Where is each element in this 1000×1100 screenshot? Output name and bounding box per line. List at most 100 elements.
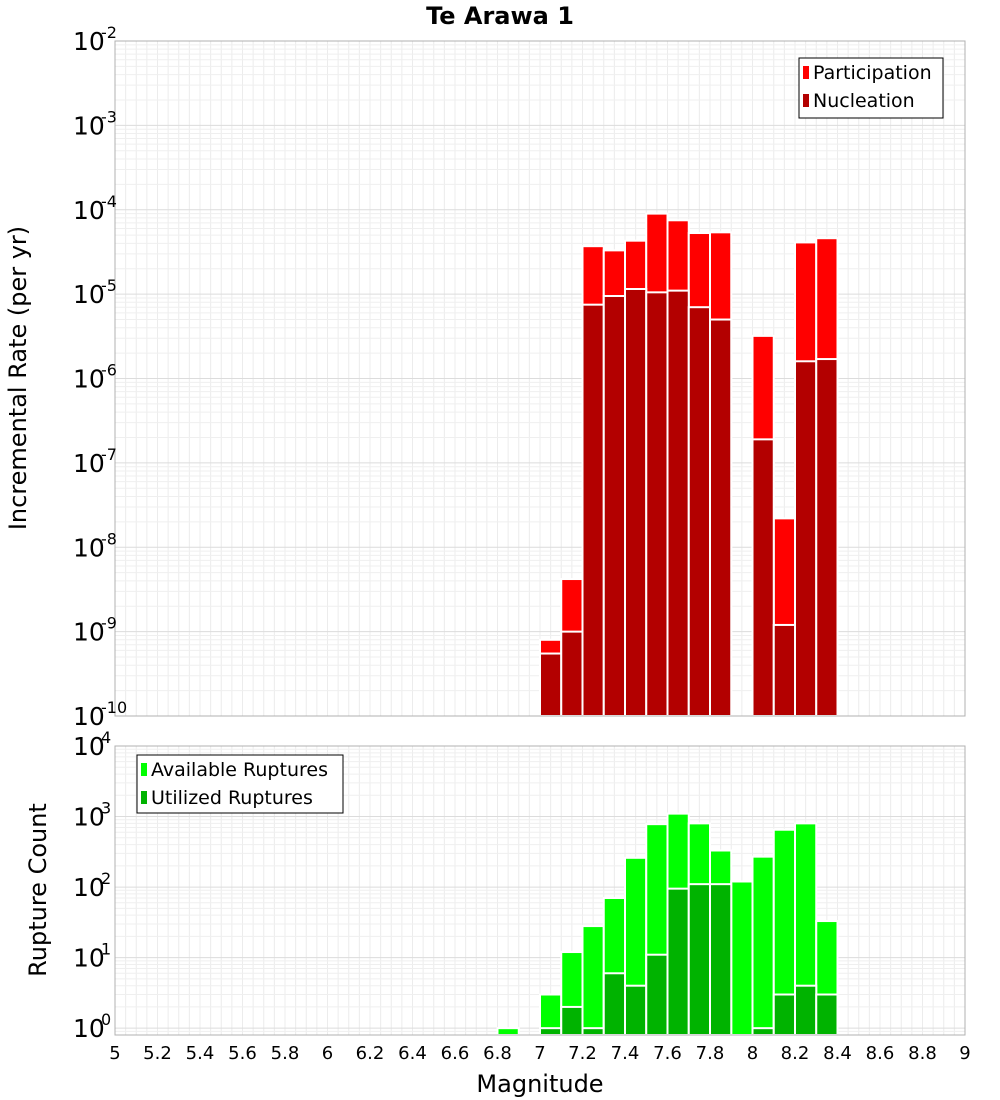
y-tick-exponent: -7 [101,445,117,464]
y-tick-exponent: 4 [101,728,111,747]
count-y-axis-label: Rupture Count [24,803,52,977]
x-tick-label: 8.4 [823,1043,852,1064]
bar [794,984,818,1036]
bar [602,295,626,717]
y-tick-exponent: 0 [101,1010,111,1029]
y-tick-exponent: 2 [101,869,111,888]
x-tick-label: 8 [747,1043,758,1064]
bar [709,883,733,1036]
legend-swatch [803,94,809,107]
y-tick-label: 10 [73,27,105,56]
x-tick-label: 8.2 [781,1043,810,1064]
rate-frame [114,40,966,717]
y-tick-label: 10 [73,365,105,394]
bar [751,855,775,1037]
count-series-2 [539,883,839,1037]
legend-label: Participation [813,62,932,84]
bar [645,953,669,1036]
legend-swatch [141,763,147,776]
y-tick-label: 10 [73,803,105,832]
bar [772,993,796,1036]
y-tick-exponent: -8 [101,529,117,548]
bar [772,623,796,718]
rate-panel: 10-1010-910-810-710-610-510-410-310-2Par… [73,23,966,731]
count-frame [114,745,966,1036]
bar [730,880,754,1036]
legend-box [798,57,944,119]
x-tick-label: 7.4 [611,1043,640,1064]
x-tick-label: 6.2 [356,1043,385,1064]
x-tick-label: 5.6 [228,1043,257,1064]
y-tick-exponent: -6 [101,361,117,380]
bar [666,887,690,1036]
y-tick-label: 10 [73,111,105,140]
bar [560,1005,584,1037]
bar [751,1027,775,1036]
y-tick-label: 10 [73,196,105,225]
rate-y-axis-label: Incremental Rate (per yr) [4,226,32,530]
bar [645,291,669,717]
y-tick-exponent: -4 [101,192,117,211]
y-tick-label: 10 [73,944,105,973]
bar [687,883,711,1036]
y-tick-label: 10 [73,873,105,902]
legend-label: Utilized Ruptures [151,787,313,809]
bar [815,993,839,1036]
legend-swatch [141,791,147,804]
bar [687,306,711,717]
legend-box [136,754,344,814]
y-tick-exponent: -9 [101,614,117,633]
count-legend: Available Ruptures Utilized Ruptures [136,754,344,814]
bar [624,288,648,717]
bar [539,1027,563,1036]
y-tick-label: 10 [73,1014,105,1043]
x-tick-label: 7.2 [568,1043,597,1064]
bar [581,925,605,1037]
bar [815,358,839,717]
y-tick-label: 10 [73,280,105,309]
x-tick-label: 7.6 [653,1043,682,1064]
y-tick-label: 10 [73,449,105,478]
bar [602,972,626,1037]
legend-label: Nucleation [813,90,915,112]
y-tick-exponent: -2 [101,23,117,42]
y-tick-exponent: -5 [101,276,117,295]
rate-legend: Participation Nucleation [798,57,944,119]
x-tick-label: 6.6 [441,1043,470,1064]
x-tick-label: 6 [322,1043,333,1064]
legend-label: Available Ruptures [151,759,328,781]
y-tick-exponent: 1 [101,940,111,959]
bar [666,289,690,717]
bar [624,984,648,1036]
x-tick-label: 8.8 [908,1043,937,1064]
chart-title: Te Arawa 1 [426,2,574,30]
y-tick-exponent: -3 [101,107,117,126]
y-tick-label: 10 [73,702,105,731]
bar [794,360,818,717]
rate-series-2 [539,288,839,718]
bar [581,1027,605,1036]
legend-swatch [803,66,809,79]
bar [751,438,775,717]
y-tick-exponent: -10 [101,698,127,717]
bar [581,303,605,717]
bar [496,1027,520,1036]
x-tick-label: 5.2 [143,1043,172,1064]
x-tick-label: 7 [534,1043,545,1064]
y-tick-exponent: 3 [101,799,111,818]
magnitude-x-axis-label: Magnitude [476,1070,603,1098]
x-ticks: 5 5.2 5.4 5.6 5.8 6 6.2 6.4 6.6 6.8 7 7.2 7.4 7.6 7.8 8… [109,1043,970,1064]
bar [539,652,563,718]
x-tick-label: 5 [109,1043,120,1064]
y-tick-label: 10 [73,533,105,562]
bar [709,318,733,717]
x-tick-label: 7.8 [696,1043,725,1064]
x-tick-label: 9 [959,1043,970,1064]
x-tick-label: 6.4 [398,1043,427,1064]
x-tick-label: 6.8 [483,1043,512,1064]
rate-grid [114,40,966,717]
